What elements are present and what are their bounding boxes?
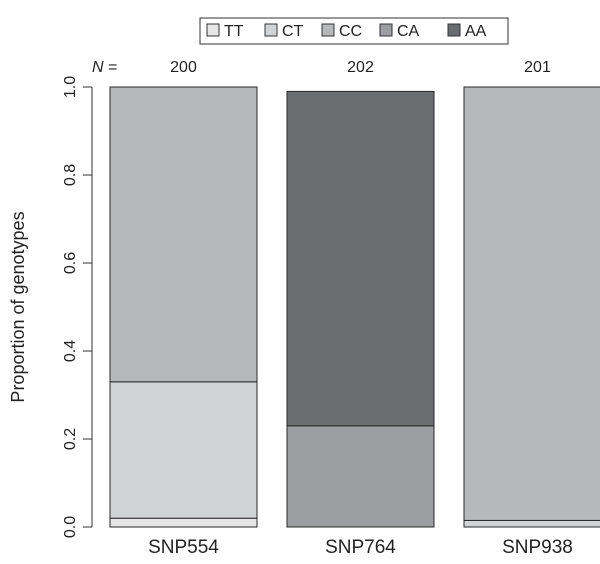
stacked-bars (109, 86, 600, 528)
y-axis: 0.0 0.2 0.4 0.6 0.8 1.0 (62, 76, 93, 538)
x-category-label: SNP938 (502, 537, 573, 558)
bar-segment-aa (286, 90, 435, 427)
bar-segment-tt (109, 517, 258, 528)
bar-segment-ca (286, 425, 435, 528)
n-prefix-label: N = (92, 59, 117, 76)
legend-swatch-cc (321, 23, 335, 37)
y-tick-label: 0.4 (62, 340, 79, 362)
y-tick-label: 1.0 (62, 76, 79, 98)
legend-swatch-ca (379, 23, 393, 37)
legend-swatch-aa (447, 23, 461, 37)
n-value-label: 201 (524, 59, 551, 76)
bar-segment-cc (463, 86, 600, 521)
y-tick-label: 0.0 (62, 516, 79, 538)
n-value-label: 202 (347, 59, 374, 76)
x-category-label: SNP554 (148, 537, 219, 558)
legend-label-ct: CT (282, 23, 304, 40)
legend-label-cc: CC (339, 23, 362, 40)
legend-label-aa: AA (465, 23, 487, 40)
y-tick-label: 0.6 (62, 252, 79, 274)
legend-label-tt: TT (224, 23, 244, 40)
n-value-label: 200 (170, 59, 197, 76)
legend-label-ca: CA (397, 23, 420, 40)
x-category-label: SNP764 (325, 537, 396, 558)
bar-stack-snp554 (109, 86, 258, 528)
y-tick-label: 0.8 (62, 164, 79, 186)
sample-size-row: N = 200 202 201 (92, 59, 551, 76)
bar-segment-cc (109, 86, 258, 383)
bar-segment-ct (109, 381, 258, 519)
y-tick-label: 0.2 (62, 428, 79, 450)
x-axis-labels: SNP554 SNP764 SNP938 (148, 537, 573, 558)
bar-stack-snp764 (286, 90, 435, 528)
bar-stack-snp938 (463, 86, 600, 528)
legend-swatch-tt (206, 23, 220, 37)
y-axis-label: Proportion of genotypes (8, 211, 28, 402)
legend: TT CT CC CA AA (199, 17, 509, 45)
bar-segment-ct (463, 519, 600, 528)
legend-swatch-ct (264, 23, 278, 37)
